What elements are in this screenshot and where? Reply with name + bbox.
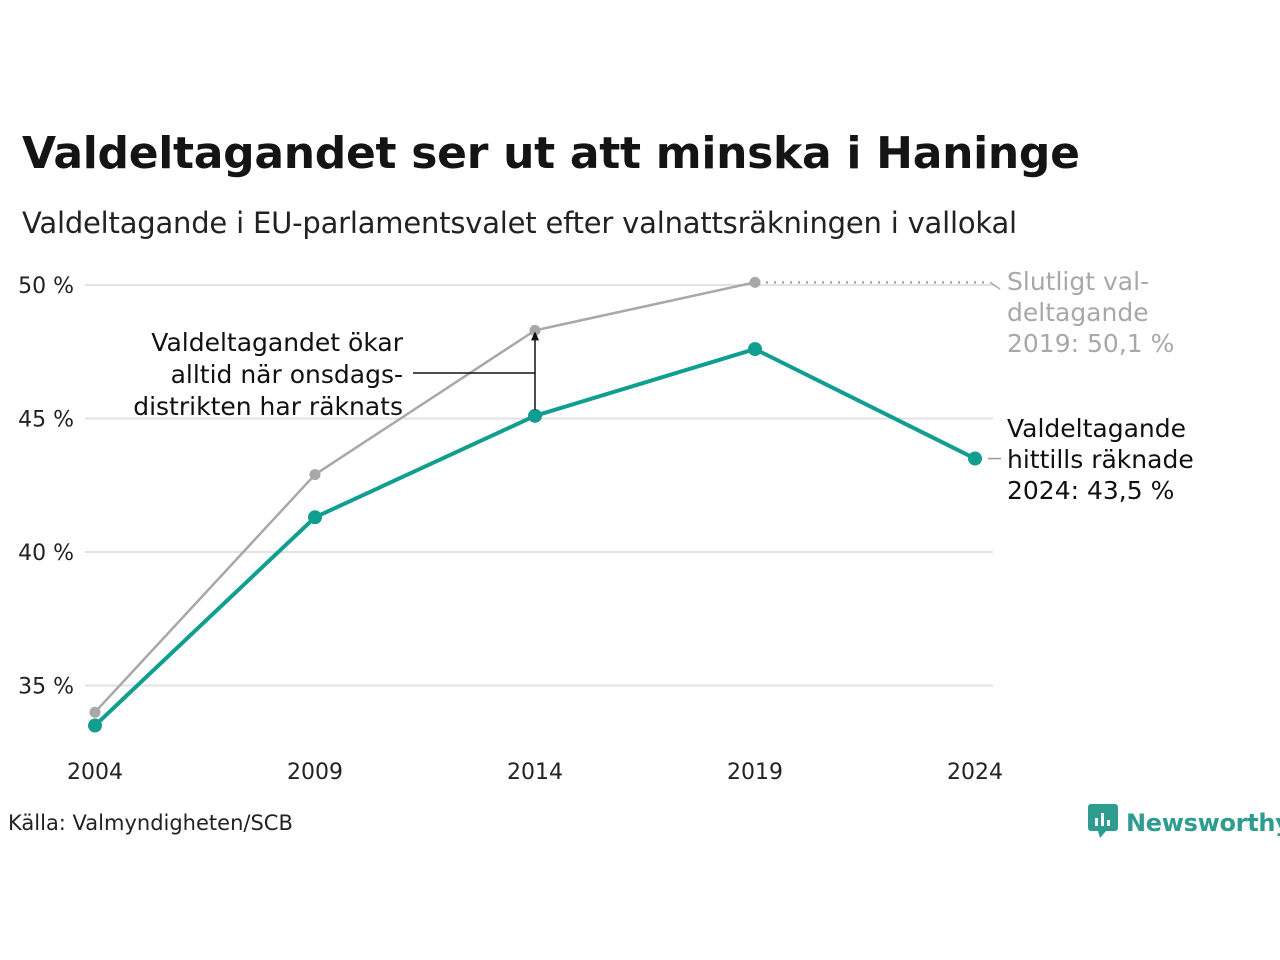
y-tick-label: 40 % [18, 541, 74, 566]
chart-subtitle: Valdeltagande i EU-parlamentsvalet efter… [22, 206, 1017, 240]
data-point-counted [308, 510, 322, 525]
data-point-final [749, 276, 761, 288]
y-tick-label: 45 % [18, 408, 74, 433]
x-tick-label: 2019 [727, 760, 783, 785]
final-turnout-label: 2019: 50,1 % [1007, 329, 1174, 358]
counted-turnout-label: hittills räknade [1007, 445, 1194, 474]
data-point-final [309, 469, 321, 481]
data-point-final [89, 706, 101, 718]
series-line-final [93, 281, 757, 714]
data-point-counted [88, 718, 102, 733]
data-point-counted [968, 451, 982, 466]
brand-logo[interactable]: Newsworthy [1088, 804, 1280, 842]
y-tick-label: 50 % [18, 274, 74, 299]
final-turnout-label: deltagande [1007, 298, 1149, 327]
data-point-final [529, 324, 541, 336]
source-note: Källa: Valmyndigheten/SCB [8, 811, 293, 835]
brand-name: Newsworthy [1126, 809, 1280, 837]
gap-note-text: Valdeltagandet ökar [151, 328, 403, 357]
x-tick-label: 2009 [287, 760, 343, 785]
gap-note-text: distrikten har räknats [133, 392, 403, 421]
x-tick-label: 2014 [507, 760, 563, 785]
y-tick-label: 35 % [18, 675, 74, 700]
final-turnout-label: Slutligt val- [1007, 267, 1149, 296]
x-tick-label: 2004 [67, 760, 123, 785]
data-point-counted [528, 408, 542, 423]
gap-note-text: alltid när onsdags- [171, 360, 403, 389]
counted-turnout-label: 2024: 43,5 % [1007, 476, 1174, 505]
leader-tick-final [989, 281, 1001, 290]
gap-arrowhead [531, 331, 539, 341]
x-tick-label: 2024 [947, 760, 1003, 785]
chart-title: Valdeltagandet ser ut att minska i Hanin… [22, 128, 1080, 179]
data-point-counted [748, 342, 762, 357]
counted-turnout-label: Valdeltagande [1007, 414, 1186, 443]
newsworthy-logo-icon [1088, 804, 1118, 842]
